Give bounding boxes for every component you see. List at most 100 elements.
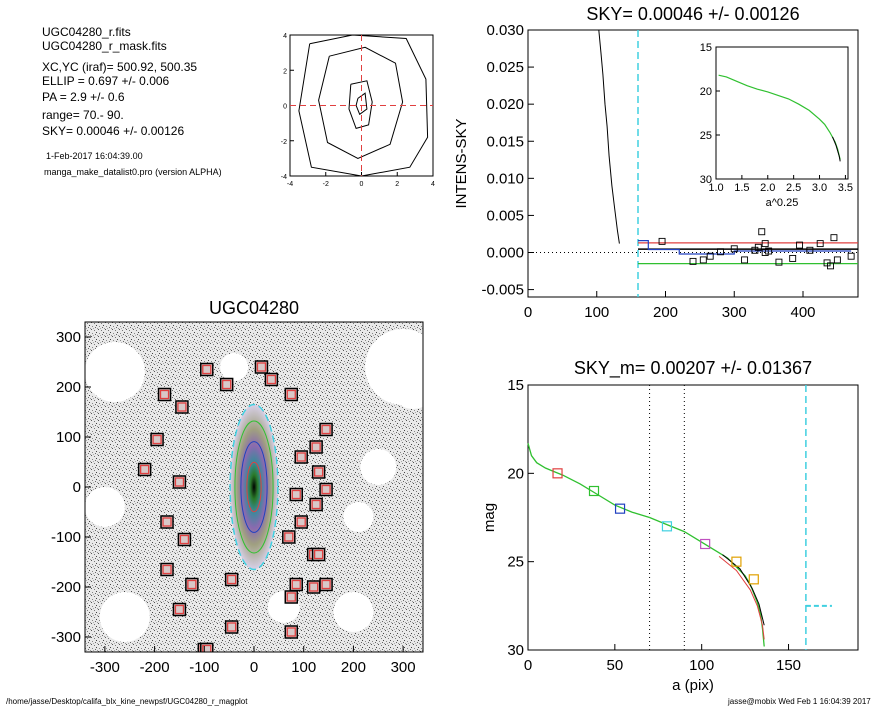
masked-star-box	[282, 530, 296, 544]
mag-curve	[527, 443, 765, 647]
sky-plot-area	[528, 30, 858, 297]
masked-star-box	[264, 372, 279, 387]
masked-star-marker	[159, 389, 170, 400]
galaxy-isophote-inner	[240, 441, 268, 533]
inset-xtick-label: 2.0	[760, 182, 775, 194]
contour-line	[318, 46, 404, 159]
masked-star-marker	[162, 564, 172, 575]
sky-ytick-label: 0.015	[486, 133, 524, 150]
info-sky: SKY= 0.00046 +/- 0.00126	[42, 124, 185, 138]
masked-star-marker	[296, 452, 306, 462]
map-xtick-label: 200	[341, 659, 366, 676]
contour-line	[348, 80, 373, 130]
masked-star-marker	[226, 574, 237, 585]
sky-profile-line	[598, 30, 620, 244]
inset-frame	[715, 46, 849, 180]
info-pa: PA = 2.9 +/- 0.6	[42, 90, 125, 104]
map-area	[85, 322, 423, 652]
masked-star-marker	[174, 604, 185, 615]
mag-curve-black	[722, 554, 765, 626]
inset-ytick-label: 15	[700, 42, 712, 54]
contour-xtick-label: 2	[395, 181, 399, 188]
sky-xtick-label: 100	[584, 304, 609, 321]
mag-ytick-label: 15	[507, 377, 524, 394]
map-xtick-label: 300	[391, 659, 416, 676]
masked-region	[360, 449, 397, 485]
sky-data-square	[758, 228, 766, 236]
galaxy-image-map: UGC04280 -300 -200 -100 0 100 200 300 -300 -200 -1…	[51, 298, 424, 676]
map-xtick-label: -100	[189, 659, 219, 676]
masked-star-box	[175, 400, 189, 414]
inset-ytick-label: 20	[700, 86, 712, 98]
masked-star-marker	[296, 517, 306, 527]
masked-star-marker	[202, 644, 212, 652]
mag-marker	[552, 468, 563, 479]
galaxy-isophote-core	[246, 461, 262, 513]
contour-xtick-label: 4	[431, 181, 435, 188]
masked-star-box	[224, 620, 239, 634]
contour-ytick-label: -2	[281, 139, 287, 146]
mag-marker	[614, 503, 626, 514]
mag-xtick-label: 0	[524, 657, 532, 674]
contour-ytick-label: 2	[283, 68, 287, 75]
masked-star-box	[306, 580, 321, 594]
masked-star-box	[172, 602, 187, 617]
mag-frame	[527, 384, 859, 651]
masked-star-box	[200, 362, 214, 377]
mag-title: SKY_m= 0.00207 +/- 0.01367	[574, 358, 812, 379]
masked-star-marker	[321, 424, 331, 435]
masked-region	[391, 365, 423, 409]
masked-star-box	[311, 465, 326, 479]
galaxy-isophote-mid	[234, 420, 274, 554]
mag-marker	[661, 521, 673, 532]
sky-data-square	[827, 262, 834, 270]
masked-star-marker	[179, 534, 190, 545]
masked-star-marker	[291, 489, 301, 500]
sky-ylabel: INTENS-SKY	[453, 118, 470, 208]
sky-data-square	[816, 240, 824, 248]
info-version: manga_make_datalist0.pro (version ALPHA)	[44, 167, 222, 177]
masked-star-box	[309, 440, 323, 454]
sky-data-square	[847, 252, 855, 260]
masked-star-box	[254, 360, 269, 374]
sky-data-square	[775, 258, 783, 266]
sky-data-square	[730, 245, 738, 253]
sky-data-square	[796, 241, 804, 249]
masked-star-box	[294, 450, 308, 464]
inset-xtick-label: 3.5	[838, 182, 853, 194]
map-title: UGC04280	[209, 298, 299, 318]
footer-user-stamp: jasse@mobix Wed Feb 1 16:04:39 2017	[728, 697, 871, 706]
map-xtick-label: 100	[291, 659, 316, 676]
sky-data-square	[830, 234, 838, 242]
contour-ytick-label: 0	[283, 104, 287, 111]
masked-star-box	[137, 462, 152, 477]
inset-xtick-label: 3.0	[812, 182, 827, 194]
map-ytick-label: 100	[56, 429, 81, 446]
info-ellip: ELLIP = 0.697 +/- 0.006	[42, 74, 170, 88]
mag-ylabel: mag	[481, 503, 498, 532]
masked-star-marker	[152, 434, 162, 445]
info-center: XC,YC (iraf)= 500.92, 500.35	[42, 60, 198, 74]
masked-star-marker	[174, 477, 185, 487]
masked-star-box	[294, 515, 308, 529]
mag-xlabel: a (pix)	[672, 677, 714, 694]
contour-xtick-label: -2	[323, 181, 329, 188]
map-ytick-label: 300	[56, 329, 81, 346]
galaxy-ellipse	[229, 403, 279, 571]
mag-marker	[700, 538, 711, 550]
masked-region	[85, 342, 145, 402]
sky-data-square	[658, 237, 666, 245]
info-file-1: UGC04280_r.fits	[42, 25, 131, 39]
sky-data-square	[761, 240, 769, 248]
sky-ytick-label: 0.005	[486, 207, 524, 224]
sky-xtick-label: 200	[653, 304, 678, 321]
masked-star-box	[150, 432, 164, 447]
sky-data-square	[789, 254, 797, 262]
sky-xtick-label: 400	[790, 304, 815, 321]
masked-star-box	[289, 487, 303, 502]
masked-star-marker	[177, 402, 187, 412]
masked-star-marker	[202, 364, 212, 375]
map-ytick-label: 0	[73, 479, 81, 496]
masked-star-box	[200, 642, 214, 652]
masked-star-marker	[286, 627, 296, 637]
